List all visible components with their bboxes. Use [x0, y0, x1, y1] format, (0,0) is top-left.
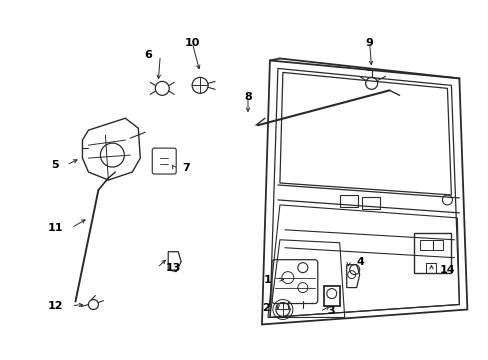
Text: 13: 13: [165, 263, 180, 273]
Bar: [432, 240, 443, 250]
Text: 12: 12: [48, 301, 63, 311]
Text: 9: 9: [365, 37, 373, 48]
Bar: [339, 195, 357, 207]
Text: 5: 5: [51, 160, 59, 170]
Text: 6: 6: [144, 50, 152, 60]
Bar: [413, 233, 450, 273]
Text: 10: 10: [184, 37, 200, 48]
Bar: [361, 197, 379, 209]
Text: 3: 3: [327, 306, 335, 316]
Text: 2: 2: [262, 302, 269, 312]
Text: 7: 7: [182, 163, 189, 173]
Text: 14: 14: [439, 265, 454, 275]
Text: 8: 8: [244, 92, 251, 102]
Bar: [419, 240, 432, 250]
Text: 1: 1: [264, 275, 271, 285]
Text: 11: 11: [48, 223, 63, 233]
Text: 4: 4: [356, 257, 364, 267]
